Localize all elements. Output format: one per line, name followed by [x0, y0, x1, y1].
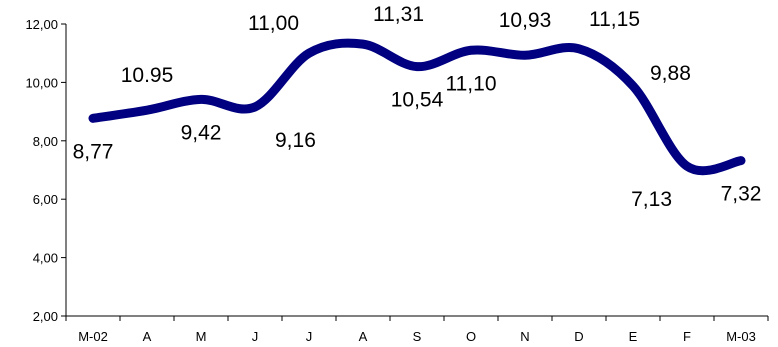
x-tick-label: J: [306, 329, 313, 344]
data-label: 8,77: [73, 140, 114, 163]
data-label: 11,31: [373, 3, 424, 26]
data-label: 7,13: [631, 188, 672, 211]
data-point: [200, 98, 202, 100]
data-label: 10,54: [391, 89, 444, 112]
x-tick-label: J: [252, 329, 259, 344]
data-label: 7,32: [721, 183, 762, 206]
y-tick-label: 6,00: [33, 192, 58, 207]
x-tick-label: M-03: [726, 329, 756, 344]
series: [88, 38, 746, 176]
y-tick-label: 12,00: [25, 17, 58, 32]
data-point: [578, 48, 580, 50]
data-point: [308, 52, 310, 54]
data-point: [416, 66, 418, 68]
data-point: [470, 49, 472, 51]
data-point: [362, 43, 364, 45]
y-tick-label: 4,00: [33, 251, 58, 266]
x-tick-label: F: [683, 329, 691, 344]
y-tick-label: 8,00: [33, 134, 58, 149]
x-tick-label: N: [520, 329, 529, 344]
data-point: [254, 106, 256, 108]
data-point: [92, 117, 94, 119]
data-point: [632, 85, 634, 87]
data-label: 9,16: [275, 129, 316, 152]
x-tick-label: A: [143, 329, 152, 344]
data-label: 9,42: [181, 121, 222, 144]
axes: [65, 24, 768, 317]
data-point: [524, 54, 526, 56]
x-tick-label: O: [466, 329, 476, 344]
data-label: 10.95: [121, 64, 174, 87]
ticks: 2,00 4,00 6,00 8,00 10,00 12,00 M-02 A M J J A S O N D E…: [25, 17, 769, 344]
x-tick-label: E: [629, 329, 638, 344]
x-tick-label: S: [413, 329, 422, 344]
data-label: 9,88: [650, 62, 691, 85]
data-point: [740, 160, 742, 162]
data-label: 10,93: [499, 9, 552, 32]
x-tick-label: M: [196, 329, 207, 344]
data-point: [686, 165, 688, 167]
data-point: [146, 109, 148, 111]
y-tick-label: 10,00: [25, 75, 58, 90]
x-tick-label: M-02: [78, 329, 108, 344]
x-tick-label: D: [574, 329, 583, 344]
data-label: 11,00: [248, 12, 299, 35]
series-line: [88, 38, 746, 176]
y-tick-label: 2,00: [33, 309, 58, 324]
data-label: 11,15: [589, 8, 640, 31]
data-label: 11,10: [446, 72, 497, 95]
x-tick-label: A: [359, 329, 368, 344]
